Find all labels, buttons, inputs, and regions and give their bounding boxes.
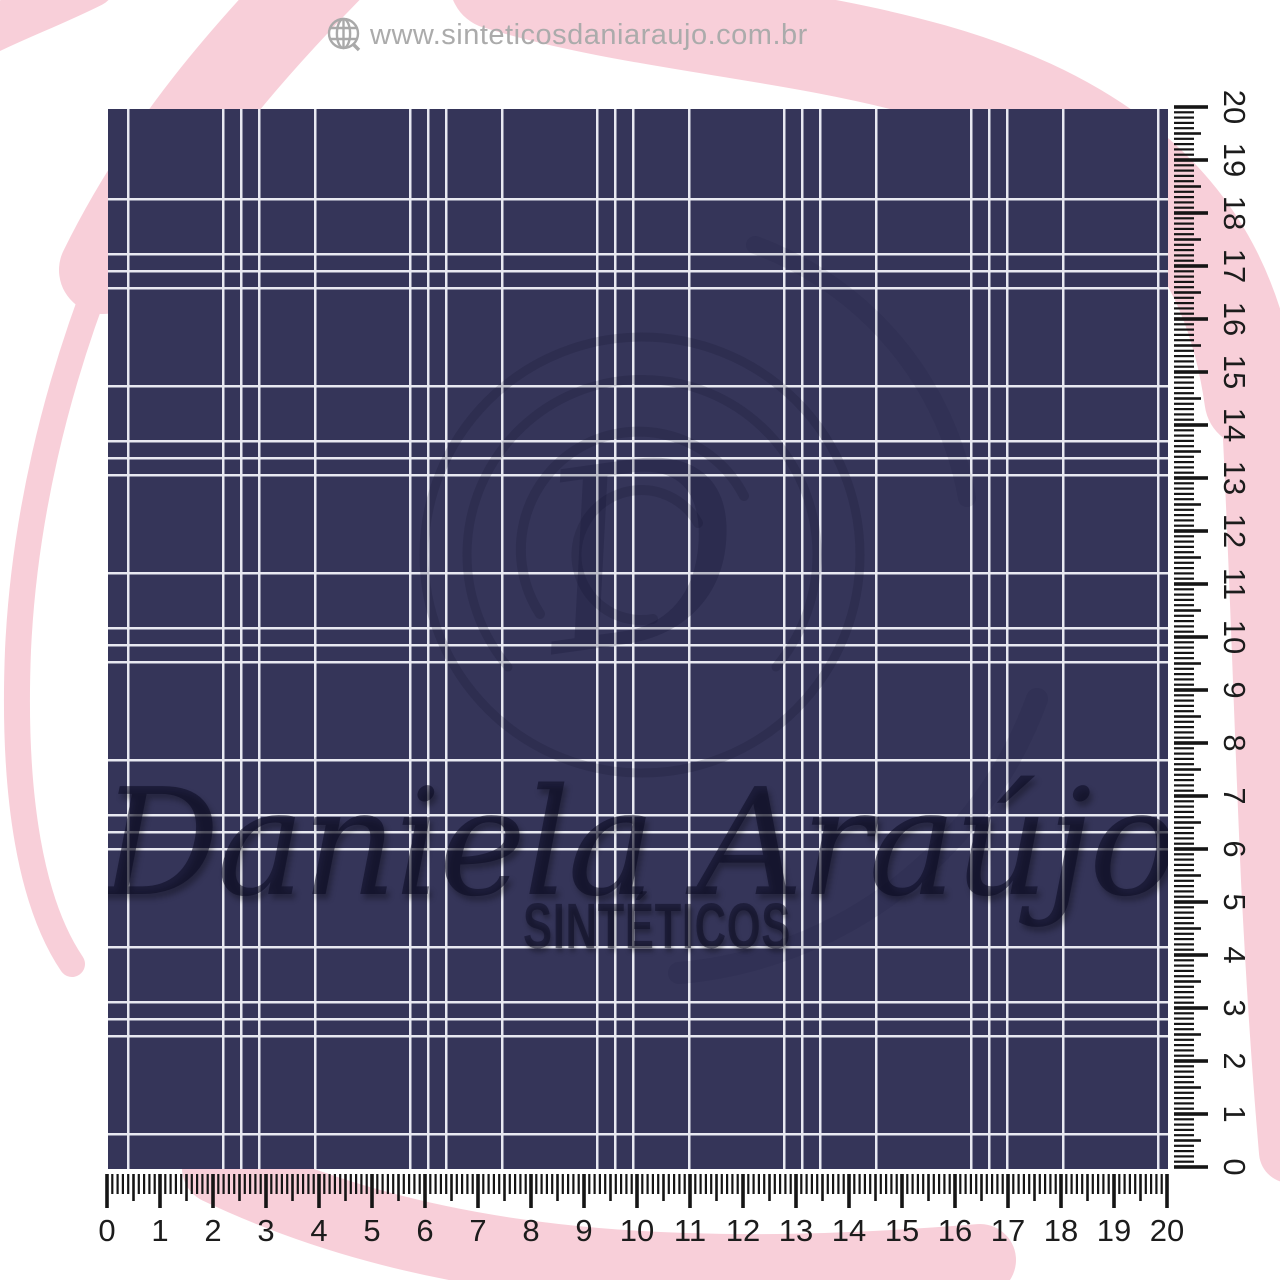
ruler-number: 0 [98,1213,115,1248]
ruler-number: 9 [1217,681,1252,698]
ruler-number: 18 [1217,196,1252,230]
website-url: www.sinteticosdaniaraujo.com.br [370,18,808,51]
ruler-number: 11 [674,1213,706,1248]
ruler-number: 1 [1217,1105,1252,1122]
ruler-number: 9 [575,1213,592,1248]
ruler-number: 7 [469,1213,486,1248]
swirl-arc-outer [462,375,822,672]
ruler-number: 15 [1217,355,1252,389]
ruler-number: 17 [1217,249,1252,283]
ruler-number: 2 [1217,1052,1252,1069]
ruler-number: 0 [1217,1158,1252,1175]
swirl-left-edge-band [3,255,116,977]
ruler-number: 8 [1217,734,1252,751]
ruler-number: 5 [363,1213,380,1248]
ruler-number: 15 [885,1213,919,1248]
ruler-number: 16 [1217,302,1252,336]
ruler-number: 4 [310,1213,327,1248]
ruler-number: 10 [620,1213,654,1248]
ruler-number: 5 [1217,893,1252,910]
ruler-number: 6 [1217,840,1252,857]
ruler-number: 7 [1217,787,1252,804]
ruler-number: 3 [1217,999,1252,1016]
ruler-number: 16 [938,1213,972,1248]
ruler-number: 19 [1217,143,1252,177]
ruler-number: 13 [1217,461,1252,495]
ruler-number: 11 [1217,568,1252,600]
bottom-ruler-ticks [105,1174,1171,1208]
swirl-arc-inner [571,485,703,626]
swirl-arc-large-faint [668,688,1048,984]
ruler-number: 19 [1097,1213,1131,1248]
ruler-number: 17 [991,1213,1025,1248]
ruler-number: 14 [1217,408,1252,442]
bottom-ruler-numbers: 0 1 2 3 4 5 6 7 8 9 10 11 12 13 14 15 16 17 18 19 20 [98,1213,1184,1248]
ruler-number: 2 [204,1213,221,1248]
right-ruler-ticks [1174,105,1208,1171]
globe-icon [327,17,361,52]
ruler-number: 6 [416,1213,433,1248]
swirl-arc-upper-faint [746,236,976,507]
watermark-subtitle: SINTÉTICOS [523,890,791,962]
ruler-number: 4 [1217,946,1252,963]
ruler-number: 10 [1217,620,1252,654]
swirl-right-band [1221,367,1280,1182]
swirl-ring [419,332,865,778]
fabric-swatch: D Daniela Araújo SINTÉTICOS [108,109,1168,1169]
website-header: www.sinteticosdaniaraujo.com.br [326,16,808,54]
ruler-number: 12 [1217,514,1252,548]
watermark-brand-script: Daniela Araújo [108,757,1168,929]
ruler-number: 1 [151,1213,168,1248]
ruler-number: 20 [1217,90,1252,124]
swirl-corner-arc [0,0,109,51]
ruler-number: 13 [779,1213,813,1248]
brand-swirl-watermark: D [419,236,1048,984]
swirl-arc-mid [515,426,749,619]
monogram-letter: D [518,396,761,713]
ruler-number: 14 [832,1213,866,1248]
ruler-number: 8 [522,1213,539,1248]
ruler-number: 3 [257,1213,274,1248]
ruler-number: 12 [726,1213,760,1248]
ruler-number: 18 [1044,1213,1078,1248]
ruler-number: 20 [1150,1213,1184,1248]
